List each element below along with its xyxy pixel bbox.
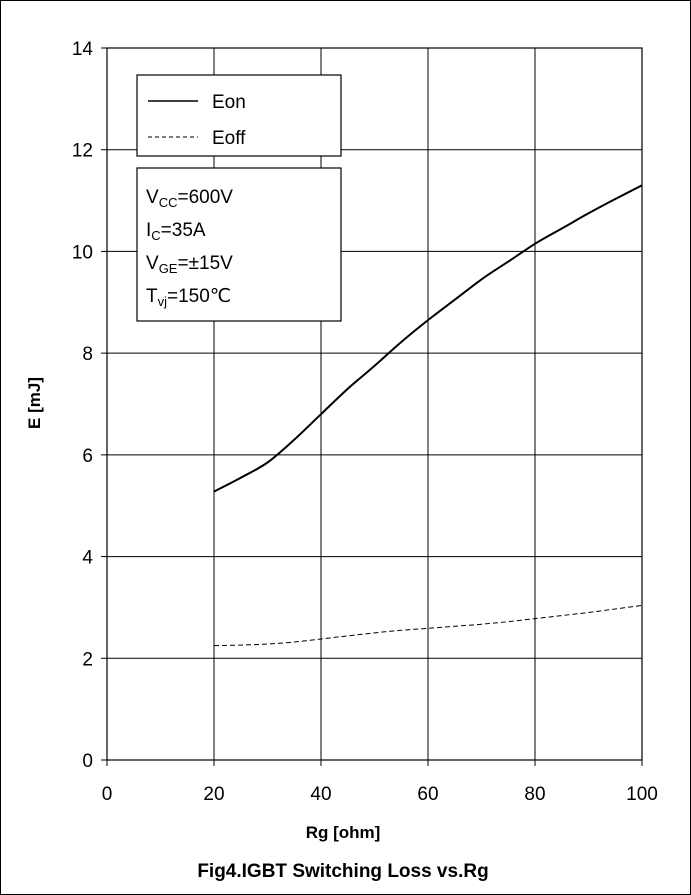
x-axis-title: Rg [ohm]: [306, 823, 381, 842]
y-tick-labels: 0 2 4 6 8 10 12 14: [72, 39, 94, 772]
y-tick-label-2: 2: [82, 649, 93, 670]
conditions-box: VCC=600V IC=35A VGE=±15V Tvj=150℃: [136, 167, 342, 322]
condition-line-2: VGE=±15V: [146, 253, 233, 276]
plot-area-border: [106, 47, 643, 761]
x-tick-label-60: 60: [417, 784, 438, 805]
conditions-border: [136, 167, 342, 322]
condition-line-0: VCC=600V: [146, 187, 233, 210]
condition-line-3: Tvj=150℃: [146, 286, 231, 309]
x-tick-label-40: 40: [310, 784, 331, 805]
series-line-eoff: [213, 604, 643, 647]
legend-box: [136, 74, 342, 157]
grid-lines: [101, 47, 643, 766]
x-tick-label-20: 20: [203, 784, 224, 805]
y-axis-title: E [mJ]: [25, 377, 44, 429]
series-lines: [213, 184, 643, 647]
x-tick-labels: 0 20 40 60 80 100: [102, 784, 658, 805]
x-tick-label-100: 100: [626, 784, 658, 805]
legend-label-eoff: Eoff: [212, 128, 246, 149]
y-tick-label-14: 14: [72, 39, 94, 60]
y-tick-label-12: 12: [72, 141, 93, 162]
y-tick-label-4: 4: [82, 548, 93, 569]
series-line-eon: [213, 184, 643, 493]
y-tick-label-0: 0: [82, 751, 93, 772]
y-tick-label-8: 8: [82, 344, 93, 365]
y-tick-label-6: 6: [82, 446, 93, 467]
legend-label-eon: Eon: [212, 92, 246, 113]
x-tick-label-0: 0: [102, 784, 113, 805]
y-tick-label-10: 10: [72, 242, 93, 263]
legend: Eon Eoff: [136, 74, 342, 157]
x-tick-label-80: 80: [524, 784, 545, 805]
condition-line-1: IC=35A: [146, 220, 206, 243]
chart-caption: Fig4.IGBT Switching Loss vs.Rg: [197, 861, 488, 882]
